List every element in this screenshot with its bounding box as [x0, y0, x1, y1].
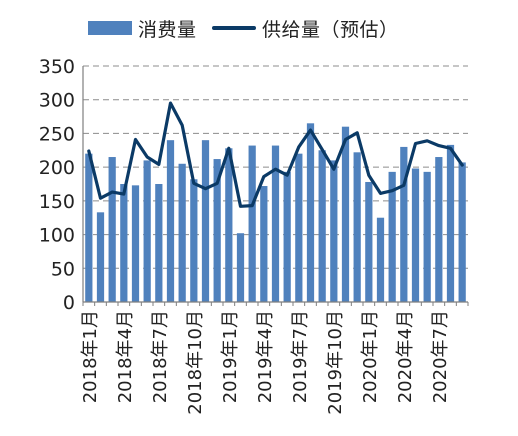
- legend-item-supply: 供给量（预估）: [212, 14, 399, 42]
- bar: [260, 186, 268, 302]
- bar: [400, 146, 408, 302]
- bar: [330, 160, 338, 302]
- y-tick-label: 300: [39, 90, 75, 112]
- bar: [271, 145, 280, 302]
- x-tick-label: 2019年7月: [290, 310, 311, 403]
- x-tick-label: 2019年1月: [220, 310, 241, 403]
- bar: [236, 233, 245, 302]
- bar: [108, 157, 116, 302]
- bar: [388, 171, 396, 302]
- bar: [376, 217, 385, 302]
- bar: [341, 126, 350, 302]
- bar: [295, 153, 303, 302]
- legend-label-supply: 供给量（预估）: [262, 18, 399, 41]
- x-tick-label: 2020年1月: [360, 310, 381, 403]
- bar: [131, 185, 140, 302]
- legend-swatch-consumption: [88, 21, 132, 35]
- legend-label-consumption: 消费量: [138, 18, 197, 41]
- legend-swatch-supply: [212, 26, 256, 30]
- x-tick-label: 2018年7月: [150, 310, 171, 403]
- series-line-supply: [87, 101, 464, 208]
- y-tick-label: 200: [39, 157, 75, 179]
- bar: [225, 148, 233, 302]
- x-tick-label: 2020年7月: [430, 310, 451, 403]
- x-tick-label: 2018年4月: [115, 310, 136, 403]
- bar: [96, 212, 105, 302]
- bar: [248, 145, 256, 302]
- bar: [423, 171, 431, 302]
- x-tick-label: 2019年10月: [325, 310, 346, 415]
- y-tick-label: 250: [39, 123, 75, 145]
- bar: [85, 153, 93, 302]
- x-tick-label: 2020年4月: [395, 310, 416, 403]
- bar: [143, 160, 151, 302]
- bar: [365, 181, 373, 302]
- bar: [155, 184, 163, 302]
- x-tick-label: 2019年4月: [255, 310, 276, 403]
- bar: [411, 168, 420, 302]
- y-tick-label: 0: [63, 292, 75, 314]
- bar: [201, 140, 210, 302]
- bar: [446, 144, 455, 302]
- y-tick-label: 150: [39, 191, 75, 213]
- y-tick-label: 350: [39, 56, 75, 78]
- bar: [435, 157, 443, 302]
- bar: [458, 162, 466, 302]
- bar: [213, 159, 221, 302]
- bar: [283, 171, 291, 302]
- bar: [353, 152, 361, 302]
- bar: [190, 179, 198, 302]
- chart-legend: 消费量 供给量（预估）: [0, 14, 518, 42]
- bar: [120, 184, 128, 302]
- y-tick-label: 50: [51, 258, 75, 280]
- bar: [306, 123, 315, 302]
- x-tick-label: 2018年10月: [185, 310, 206, 415]
- x-tick-label: 2018年1月: [80, 310, 101, 403]
- legend-item-consumption: 消费量: [88, 14, 197, 42]
- bar: [318, 150, 326, 302]
- bar: [166, 140, 175, 302]
- y-tick-label: 100: [39, 225, 75, 247]
- bar: [178, 163, 186, 302]
